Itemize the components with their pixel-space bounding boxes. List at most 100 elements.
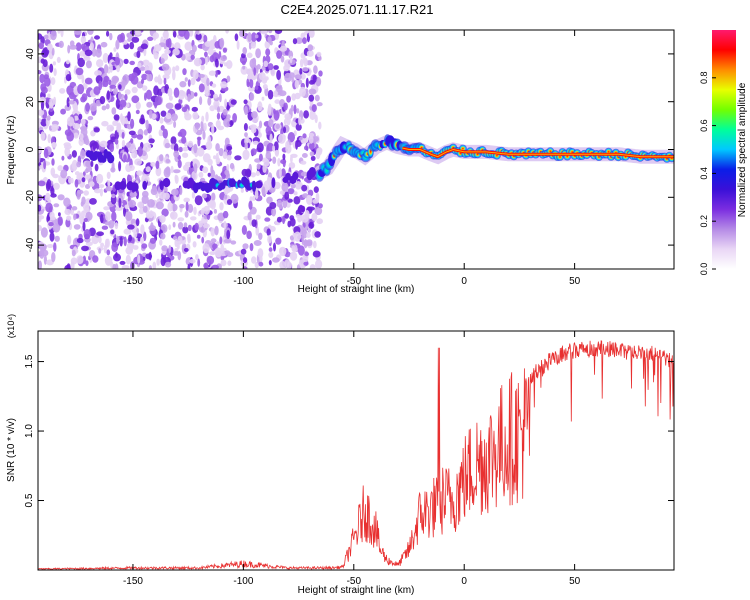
noise-speckle bbox=[134, 158, 143, 166]
noise-speckle bbox=[143, 47, 147, 57]
noise-speckle bbox=[82, 171, 86, 177]
noise-speckle bbox=[242, 47, 247, 55]
noise-speckle bbox=[293, 231, 302, 242]
noise-speckle bbox=[267, 105, 272, 116]
noise-speckle bbox=[131, 95, 140, 104]
noise-speckle bbox=[75, 42, 82, 52]
noise-speckle bbox=[145, 210, 151, 219]
noise-speckle bbox=[252, 140, 259, 145]
noise-speckle bbox=[81, 245, 89, 252]
noise-speckle bbox=[282, 126, 287, 134]
noise-speckle bbox=[258, 232, 263, 240]
noise-speckle bbox=[220, 55, 228, 62]
noise-speckle bbox=[89, 42, 94, 51]
noise-speckle bbox=[316, 147, 323, 153]
snr-series-line bbox=[38, 340, 674, 570]
noise-speckle bbox=[195, 33, 202, 41]
noise-speckle bbox=[132, 245, 139, 250]
noise-speckle bbox=[84, 174, 91, 180]
noise-speckle bbox=[114, 138, 119, 145]
noise-speckle bbox=[184, 41, 193, 51]
noise-speckle bbox=[128, 130, 136, 136]
noise-speckle bbox=[40, 131, 45, 141]
noise-speckle bbox=[174, 42, 181, 51]
noise-speckle bbox=[281, 40, 285, 47]
noise-speckle bbox=[251, 256, 257, 264]
noise-speckle bbox=[143, 231, 147, 242]
noise-speckle bbox=[220, 259, 227, 267]
noise-speckle bbox=[210, 165, 214, 175]
noise-speckle bbox=[224, 250, 231, 256]
noise-speckle bbox=[220, 243, 224, 254]
noise-speckle bbox=[66, 97, 70, 108]
noise-speckle bbox=[308, 30, 315, 38]
noise-speckle bbox=[60, 30, 64, 38]
noise-speckle bbox=[73, 224, 81, 230]
noise-speckle bbox=[287, 220, 292, 228]
noise-speckle bbox=[64, 104, 72, 111]
noise-speckle bbox=[77, 84, 85, 95]
noise-speckle bbox=[87, 116, 94, 121]
noise-speckle bbox=[290, 155, 293, 164]
noise-speckle bbox=[51, 158, 55, 166]
noise-speckle bbox=[254, 189, 259, 200]
noise-speckle bbox=[50, 167, 56, 177]
noise-speckle bbox=[128, 164, 135, 171]
noise-speckle bbox=[95, 48, 102, 58]
noise-speckle bbox=[165, 102, 174, 110]
noise-speckle bbox=[68, 177, 72, 184]
noise-speckle bbox=[74, 179, 79, 188]
noise-speckle bbox=[196, 136, 202, 141]
noise-speckle bbox=[173, 143, 179, 154]
noise-speckle bbox=[83, 217, 88, 223]
noise-speckle bbox=[77, 57, 85, 68]
noise-speckle bbox=[187, 203, 194, 213]
noise-speckle bbox=[177, 131, 183, 137]
noise-speckle bbox=[255, 214, 261, 220]
noise-speckle bbox=[280, 168, 286, 179]
noise-speckle bbox=[202, 243, 210, 254]
noise-speckle bbox=[43, 148, 49, 159]
x-tick-label: -150 bbox=[123, 276, 143, 287]
noise-speckle bbox=[50, 77, 56, 86]
colorbar: 0.0 0.2 0.4 0.6 0.8 Normalized spectral ampl… bbox=[699, 30, 748, 275]
noise-speckle bbox=[118, 84, 122, 90]
noise-speckle bbox=[38, 109, 45, 116]
noise-speckle bbox=[179, 186, 183, 196]
x-tick-label: -150 bbox=[123, 576, 143, 587]
noise-speckle bbox=[198, 83, 205, 93]
noise-speckle bbox=[284, 259, 290, 268]
noise-speckle bbox=[105, 103, 110, 110]
noise-speckle bbox=[109, 84, 117, 89]
noise-speckle bbox=[214, 41, 221, 49]
noise-speckle bbox=[263, 158, 270, 167]
noise-speckle bbox=[202, 130, 206, 140]
noise-speckle bbox=[47, 43, 53, 51]
noise-speckle bbox=[168, 224, 172, 231]
noise-speckle bbox=[103, 64, 109, 74]
noise-speckle bbox=[182, 226, 189, 234]
noise-speckle bbox=[276, 69, 281, 81]
noise-speckle bbox=[113, 47, 117, 52]
noise-speckle bbox=[39, 73, 45, 84]
noise-speckle bbox=[83, 56, 91, 61]
noise-speckle bbox=[247, 211, 252, 221]
noise-speckle bbox=[273, 110, 280, 121]
noise-speckle bbox=[98, 248, 102, 254]
noise-speckle bbox=[192, 241, 197, 248]
noise-speckle bbox=[274, 149, 279, 156]
noise-speckle bbox=[286, 95, 291, 103]
spectrogram-heatmap bbox=[38, 30, 674, 269]
noise-speckle bbox=[124, 94, 128, 101]
noise-speckle bbox=[76, 161, 82, 168]
noise-speckle bbox=[222, 108, 228, 116]
noise-speckle bbox=[261, 30, 268, 35]
x-tick-label: 50 bbox=[569, 576, 581, 587]
noise-speckle bbox=[145, 119, 149, 130]
noise-speckle bbox=[106, 90, 111, 101]
noise-speckle bbox=[286, 116, 291, 126]
noise-speckle bbox=[303, 110, 309, 119]
noise-speckle bbox=[259, 255, 263, 262]
noise-speckle bbox=[79, 126, 88, 131]
noise-speckle bbox=[282, 153, 286, 160]
